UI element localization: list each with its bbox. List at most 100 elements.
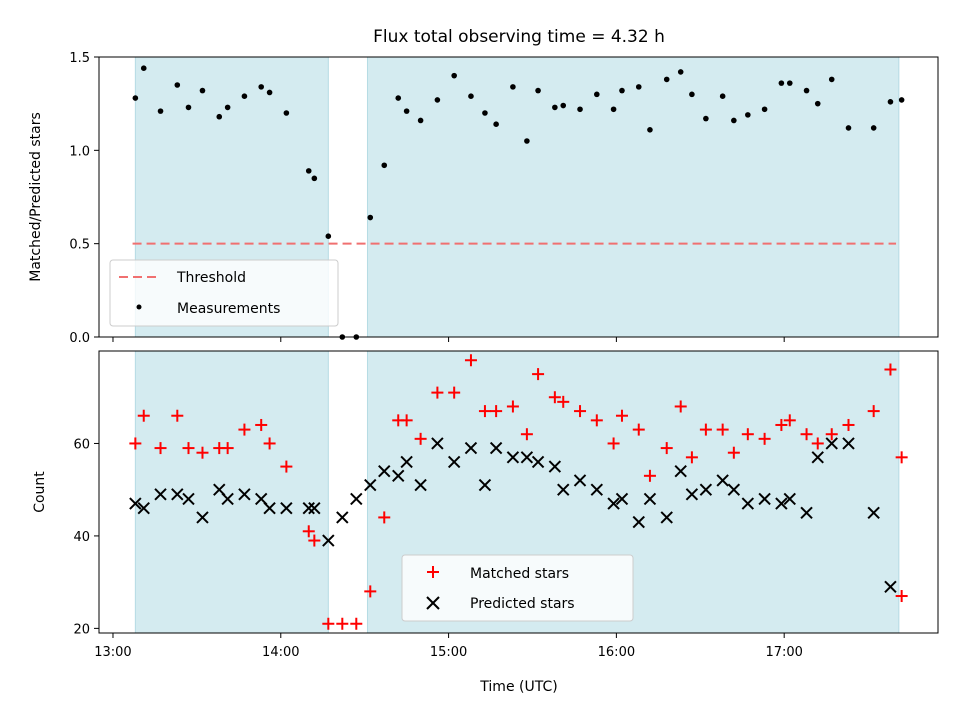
matched-star-point [607,437,620,450]
predicted-star-point [182,492,195,506]
matched-star-point [506,400,519,413]
predicted-star-point [302,501,315,515]
matched-star-point [478,405,491,418]
predicted-star-point [238,488,251,501]
x-tick-label: 17:00 [765,645,802,660]
measurement-point [305,168,312,174]
measurement-point [887,99,894,105]
predicted-star-point [557,483,570,496]
measurement-point [140,65,147,71]
predicted-star-point [392,469,405,483]
matched-star-point [811,437,824,450]
matched-star-point [255,418,268,431]
matched-star-point [699,423,712,436]
predicted-star-point [322,534,335,547]
predicted-star-point [196,511,209,524]
legend-predicted-label: Predicted stars [470,596,575,612]
matched-star-point [263,437,276,450]
y-tick-label: 1.0 [69,144,90,159]
predicted-star-point [520,451,534,464]
measurement-point [417,117,424,124]
measurement-point [635,84,642,90]
predicted-star-point [884,580,897,593]
measurement-point [703,115,709,122]
y-tick-label: 40 [73,530,90,545]
legend-measurements-label: Measurements [177,301,280,317]
matched-star-point [154,442,167,455]
shaded-interval [134,350,329,634]
top-axes-frame [98,56,939,338]
predicted-star-point [263,501,276,515]
measurement-point [185,104,192,111]
matched-star-point [615,409,628,422]
matched-star-point [557,395,570,408]
measurement-point [258,84,265,90]
matched-star-point [532,368,545,381]
measurement-point [745,112,751,118]
matched-star-point [196,446,209,459]
predicted-star-point [489,441,503,455]
measurement-point [403,108,410,114]
predicted-star-point [280,501,293,515]
matched-star-point [238,423,251,436]
top-y-ticks: 0.0 0.5 1.0 1.5 [69,51,99,346]
predicted-star-point [137,501,150,515]
predicted-star-point [643,492,657,506]
top-x-ticks [112,337,785,342]
predicted-star-point [364,478,377,492]
predicted-star-point [531,455,545,469]
predicted-star-point [336,511,349,524]
legend-predicted-swatch [426,596,440,610]
matched-star-point [171,409,184,422]
predicted-star-point [464,441,478,455]
measurements-points [132,65,905,340]
predicted-star-point [775,497,788,510]
measurement-point [283,110,290,116]
predicted-star-point [867,506,880,520]
measurement-point [898,97,905,103]
measurement-point [610,106,617,113]
measurement-point [663,76,670,83]
bottom-legend-box [401,554,634,622]
matched-star-point [182,442,195,455]
predicted-star-point [727,483,741,496]
matched-star-point [632,423,645,436]
matched-star-point [674,400,687,413]
matched-star-point [350,617,363,630]
predicted-star-point [615,492,629,506]
predicted-star-point [842,437,855,450]
predicted-star-point [685,488,699,501]
measurement-point [619,87,625,94]
measurement-point [845,125,852,131]
shaded-interval [366,56,900,338]
measurement-point [311,175,318,182]
matched-star-point [884,363,897,376]
predicted-star-point [811,451,824,464]
predicted-star-point [350,492,363,506]
bottom-panel: 20 40 60 13:00 14:00 15:00 16:00 17:00 Count T… [32,350,939,695]
measurement-point [510,84,516,90]
bottom-legend: Matched stars Predicted stars [401,554,634,622]
measurement-point [174,82,181,88]
bottom-y-ticks: 20 40 60 [73,437,99,637]
predicted-star-point [699,483,713,496]
matched-star-point [302,525,315,538]
measurement-point [468,93,474,99]
measurement-point [451,72,457,79]
matched-star-point [895,451,908,464]
matched-star-point [520,428,533,441]
matched-star-point [137,409,150,422]
predicted-star-point [154,488,167,501]
measurement-point [647,127,653,133]
predicted-star-point [548,460,562,473]
predicted-star-point [506,451,520,464]
matched-star-point [895,590,908,603]
matched-star-point [490,405,503,418]
legend-measurements-swatch [136,304,142,310]
matched-star-point [716,423,729,436]
y-tick-label: 1.5 [69,51,90,66]
measurement-point [199,87,206,94]
predicted-star-point [758,492,771,506]
measurement-point [266,89,273,96]
matched-star-point [741,428,754,441]
